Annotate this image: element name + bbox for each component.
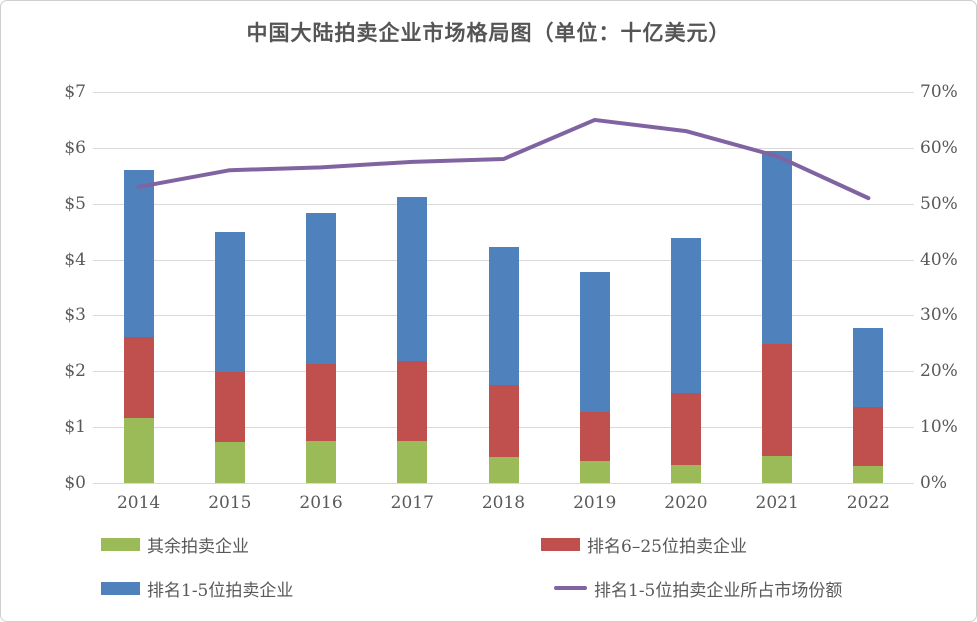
bar-segment-series2-2020 [670, 238, 701, 394]
bar-segment-series0-2016 [306, 440, 337, 483]
y-axis-left-tick-label: $7 [64, 82, 86, 102]
bar-segment-series2-2016 [306, 213, 337, 365]
bar-segment-series0-2021 [762, 456, 793, 483]
x-axis-tick-label: 2015 [208, 493, 252, 513]
gridline [93, 92, 914, 93]
x-axis-tick-label: 2021 [755, 493, 799, 513]
bar-segment-series2-2018 [488, 247, 519, 385]
y-axis-left-tick-label: $2 [64, 361, 86, 382]
legend-item-rank-6-25-auction-houses: 排名6–25位拍卖企业 [541, 535, 747, 557]
x-axis-tick-label: 2022 [846, 493, 890, 513]
chart-title: 中国大陆拍卖企业市场格局图（单位：十亿美元） [246, 20, 731, 45]
y-axis-left-tick-label: $6 [64, 137, 86, 158]
bar-segment-series1-2019 [579, 411, 610, 462]
bar-segment-series0-2014 [123, 417, 154, 483]
y-axis-right-tick-label: 30% [920, 305, 958, 326]
bar-segment-series2-2022 [853, 327, 884, 408]
bar-segment-series1-2015 [214, 371, 245, 443]
bar-segment-series0-2020 [670, 465, 701, 483]
bar-segment-series1-2016 [306, 364, 337, 441]
x-axis-tick-label: 2018 [481, 493, 526, 513]
bar-segment-series2-2014 [123, 170, 154, 337]
y-axis-left-tick-label: $0 [64, 473, 86, 493]
bar-segment-series0-2017 [397, 440, 428, 483]
bar-segment-series2-2021 [762, 150, 793, 345]
legend-color-swatch [101, 537, 140, 551]
legend-color-swatch [541, 537, 580, 551]
legend-line-swatch [554, 586, 587, 590]
bar-segment-series1-2014 [123, 336, 154, 418]
bar-segment-series2-2019 [579, 271, 610, 412]
y-axis-right-tick-label: 40% [920, 249, 958, 270]
y-axis-right-tick-label: 10% [920, 417, 958, 438]
y-axis-right-tick-label: 70% [920, 82, 958, 102]
x-axis-tick-label: 2017 [390, 493, 434, 513]
y-axis-left-tick-label: $5 [64, 193, 86, 214]
bar-segment-series1-2021 [762, 344, 793, 457]
gridline [93, 483, 914, 484]
gridline [93, 203, 914, 205]
x-axis-tick-label: 2020 [664, 493, 708, 513]
x-axis-tick-label: 2014 [116, 493, 161, 513]
legend-color-swatch [101, 581, 140, 595]
legend-item-rank-1-5-auction-houses: 排名1-5位拍卖企业 [101, 579, 293, 601]
legend-label: 排名1-5位拍卖企业 [147, 580, 294, 601]
legend-label: 排名1-5位拍卖企业所占市场份额 [594, 580, 843, 601]
market-share-polyline [136, 117, 871, 201]
y-axis-left-tick-label: $4 [64, 249, 86, 270]
legend-item-other-auction-houses: 其余拍卖企业 [101, 535, 249, 557]
gridline [93, 147, 914, 149]
y-axis-right-tick-label: 60% [920, 137, 958, 158]
bar-segment-series2-2015 [214, 231, 245, 372]
bar-segment-series1-2020 [670, 393, 701, 466]
legend-label: 排名6–25位拍卖企业 [587, 536, 747, 557]
bar-segment-series0-2015 [214, 442, 245, 483]
bar-segment-series1-2017 [397, 361, 428, 441]
bar-segment-series0-2019 [579, 461, 610, 483]
y-axis-right-tick-label: 0% [920, 473, 947, 493]
x-axis-tick-label: 2016 [299, 493, 343, 513]
bar-segment-series0-2018 [488, 457, 519, 483]
bar-segment-series1-2022 [853, 407, 884, 467]
bar-segment-series0-2022 [853, 466, 884, 483]
y-axis-right-tick-label: 50% [920, 193, 958, 214]
y-axis-left-tick-label: $1 [64, 417, 86, 438]
y-axis-left-tick-label: $3 [64, 305, 86, 326]
y-axis-right-tick-label: 20% [920, 361, 958, 382]
legend-item-rank-1-5-market-share: 排名1-5位拍卖企业所占市场份额 [554, 579, 842, 601]
bar-segment-series2-2017 [397, 197, 428, 362]
legend-label: 其余拍卖企业 [147, 536, 249, 557]
x-axis-tick-label: 2019 [573, 493, 617, 513]
bar-segment-series1-2018 [488, 384, 519, 458]
